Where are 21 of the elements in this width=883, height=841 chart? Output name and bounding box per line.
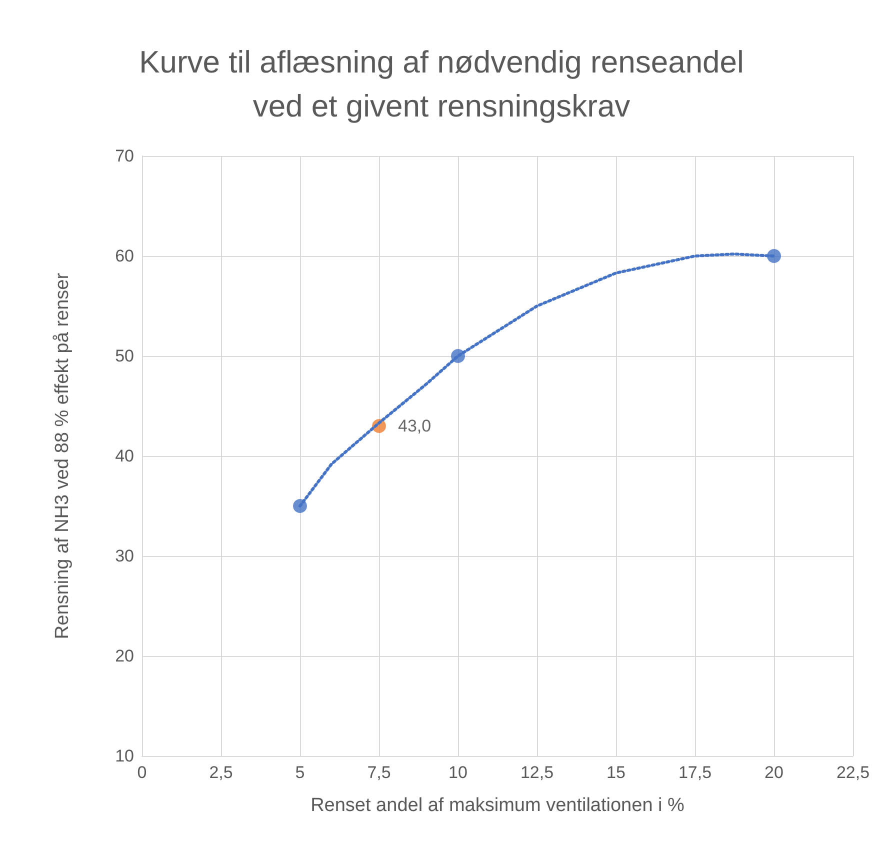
x-tick-label: 10 (448, 763, 468, 782)
y-tick-label: 20 (115, 646, 134, 666)
x-tick-label: 12,5 (520, 763, 554, 782)
x-tick-label: 20 (764, 763, 784, 782)
y-tick-label: 40 (115, 446, 134, 466)
x-axis-title: Renset andel af maksimum ventilationen i % (310, 795, 685, 816)
x-tick-label: 5 (295, 763, 305, 782)
y-tick-label: 60 (115, 246, 134, 266)
x-tick-label: 7,5 (367, 763, 391, 782)
x-tick-label: 2,5 (209, 763, 233, 782)
x-tick-label: 0 (137, 763, 147, 782)
y-tick-label: 50 (115, 346, 134, 366)
y-axis-title: Rensning af NH3 ved 88 % effekt på renser (52, 272, 73, 640)
data-label: 43,0 (398, 416, 432, 436)
chart-title: Kurve til aflæsning af nødvendig renseandel ved et givent rensningskrav (139, 44, 744, 124)
y-tick-label: 70 (115, 146, 134, 166)
x-tick-label: 15 (606, 763, 626, 782)
x-tick-label: 17,5 (678, 763, 712, 782)
y-tick-label: 30 (115, 546, 134, 566)
y-tick-label: 10 (115, 746, 134, 766)
x-tick-label: 22,5 (836, 763, 870, 782)
